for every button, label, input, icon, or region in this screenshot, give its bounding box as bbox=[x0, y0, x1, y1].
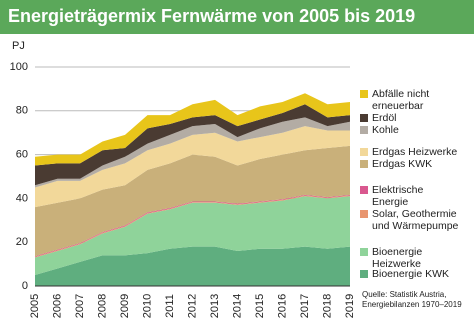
x-tick-label: 2010 bbox=[141, 294, 153, 318]
x-tick-label: 2011 bbox=[164, 294, 176, 318]
legend-item: Erdgas KWK bbox=[360, 158, 472, 170]
legend-swatch bbox=[360, 160, 368, 168]
x-tick-label: 2012 bbox=[186, 294, 198, 318]
legend-item: Bioenergie Heizwerke bbox=[360, 246, 442, 270]
x-tick-label: 2015 bbox=[254, 294, 266, 318]
legend-item: Solar, Geothermie und Wärmepumpe bbox=[360, 208, 468, 232]
area bbox=[35, 117, 350, 188]
legend-swatch bbox=[360, 148, 368, 156]
area bbox=[35, 104, 350, 186]
legend-swatch bbox=[360, 248, 368, 256]
area bbox=[35, 246, 350, 286]
legend-label: Bioenergie KWK bbox=[372, 268, 450, 280]
x-tick-label: 2009 bbox=[119, 294, 131, 318]
legend-label: Bioenergie Heizwerke bbox=[372, 246, 423, 270]
y-tick-label: 0 bbox=[22, 280, 28, 292]
legend-swatch bbox=[360, 270, 368, 278]
x-tick-label: 2017 bbox=[299, 294, 311, 318]
x-tick-label: 2014 bbox=[231, 294, 243, 318]
legend-item: Bioenergie KWK bbox=[360, 268, 472, 280]
source-note: Quelle: Statistik Austria, Energiebilanz… bbox=[362, 290, 462, 309]
x-tick-label: 2019 bbox=[344, 294, 356, 318]
area bbox=[35, 196, 350, 276]
legend-label: Solar, Geothermie und Wärmepumpe bbox=[372, 208, 459, 232]
x-tick-label: 2007 bbox=[74, 294, 86, 318]
legend-label: Kohle bbox=[372, 124, 399, 136]
area bbox=[35, 145, 350, 257]
legend-swatch bbox=[360, 186, 368, 194]
legend-label: Abfälle nicht erneuerbar bbox=[372, 88, 430, 112]
legend-item: Erdöl bbox=[360, 112, 472, 124]
legend-label: Erdöl bbox=[372, 112, 397, 124]
legend-swatch bbox=[360, 114, 368, 122]
header-bar bbox=[0, 0, 474, 34]
y-tick-label: 80 bbox=[16, 105, 28, 117]
x-tick-label: 2016 bbox=[276, 294, 288, 318]
legend-label: Erdgas KWK bbox=[372, 158, 433, 170]
legend-label: Erdgas Heizwerke bbox=[372, 146, 458, 158]
x-tick-label: 2005 bbox=[29, 294, 41, 318]
y-axis-label: PJ bbox=[12, 40, 25, 52]
legend-item: Abfälle nicht erneuerbar bbox=[360, 88, 442, 112]
area bbox=[35, 93, 350, 166]
legend-swatch bbox=[360, 210, 368, 218]
chart-title: Energieträgermix Fernwärme von 2005 bis … bbox=[8, 6, 416, 26]
legend-label: Elektrische Energie bbox=[372, 184, 424, 208]
legend-item: Elektrische Energie bbox=[360, 184, 442, 208]
x-tick-label: 2013 bbox=[209, 294, 221, 318]
x-tick-label: 2008 bbox=[96, 294, 108, 318]
y-tick-label: 60 bbox=[16, 149, 28, 161]
legend-swatch bbox=[360, 126, 368, 134]
legend-swatch bbox=[360, 90, 368, 98]
y-tick-label: 100 bbox=[10, 61, 28, 73]
legend-item: Erdgas Heizwerke bbox=[360, 146, 472, 158]
y-tick-label: 40 bbox=[16, 192, 28, 204]
x-tick-label: 2018 bbox=[321, 294, 333, 318]
legend-item: Kohle bbox=[360, 124, 472, 136]
x-tick-label: 2006 bbox=[51, 294, 63, 318]
y-tick-label: 20 bbox=[16, 236, 28, 248]
area bbox=[35, 126, 350, 208]
